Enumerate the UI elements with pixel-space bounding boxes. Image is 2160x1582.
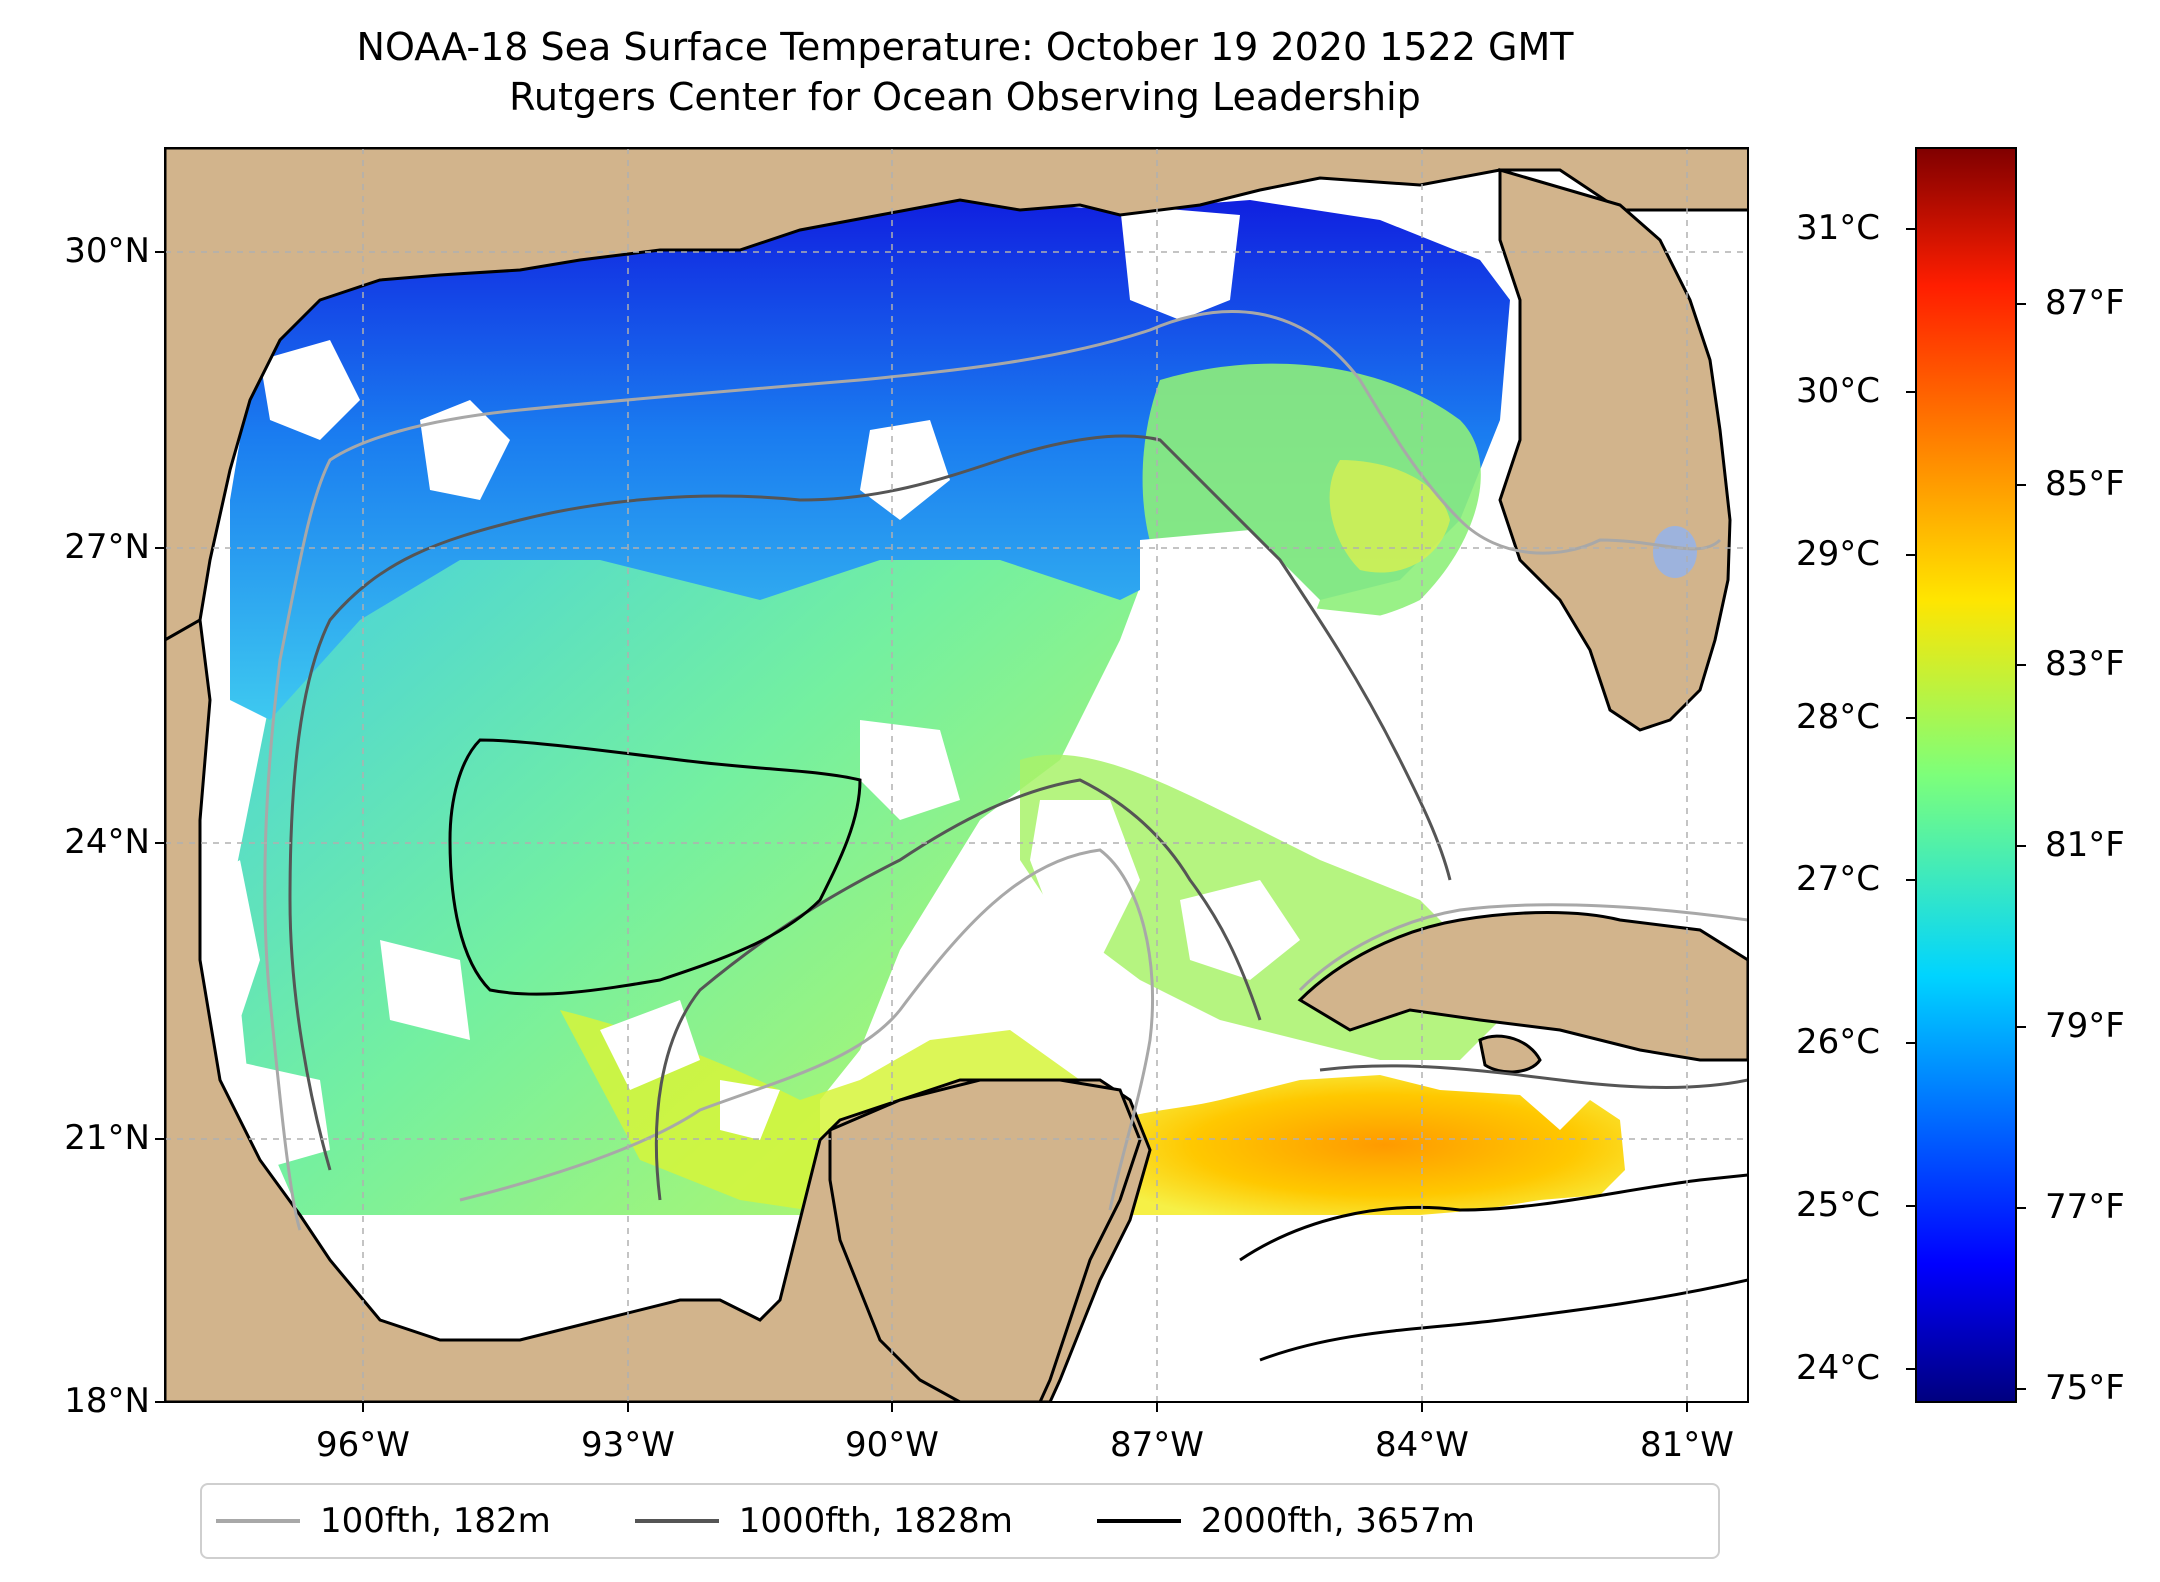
legend-label-100fth: 100fth, 182m: [320, 1501, 551, 1541]
lon-tick-90w: 90°W: [845, 1425, 939, 1465]
sst-field-northeast-warm: [1329, 460, 1450, 573]
map-area: [165, 148, 1748, 1402]
lat-tick-30n: 30°N: [64, 231, 150, 271]
colorbar: [1915, 147, 2017, 1403]
axis-ticks: [155, 251, 1688, 1412]
colorbar-f-79: 79°F: [2045, 1006, 2125, 1046]
colorbar-f-85: 85°F: [2045, 464, 2125, 504]
colorbar-f-87: 87°F: [2045, 283, 2125, 323]
land-yucatan: [828, 1078, 1142, 1402]
figure-title: NOAA-18 Sea Surface Temperature: October…: [0, 22, 1930, 122]
colorbar-c-28: 28°C: [1795, 697, 1880, 737]
lat-tick-18n: 18°N: [64, 1381, 150, 1421]
colorbar-c-31: 31°C: [1795, 208, 1880, 248]
colorbar-c-30: 30°C: [1795, 371, 1880, 411]
colorbar-ticks: [1906, 228, 2026, 1390]
colorbar-c-26: 26°C: [1795, 1022, 1880, 1062]
map-frame: [164, 147, 1749, 1403]
lake-okeechobee: [1653, 526, 1697, 578]
legend-label-2000fth: 2000fth, 3657m: [1200, 1501, 1475, 1541]
lat-tick-27n: 27°N: [64, 527, 150, 567]
contour-1000fth-cuba: [1319, 1064, 1748, 1089]
land-florida: [1498, 168, 1732, 732]
lon-tick-93w: 93°W: [581, 1425, 675, 1465]
lon-tick-87w: 87°W: [1110, 1425, 1204, 1465]
contour-2000fth: [448, 738, 862, 996]
bathymetry-contours: [263, 310, 1748, 1362]
colorbar-f-75: 75°F: [2045, 1368, 2125, 1408]
lon-tick-81w: 81°W: [1640, 1425, 1734, 1465]
colorbar-c-29: 29°C: [1795, 534, 1880, 574]
sst-field-caribbean: [1090, 1075, 1625, 1215]
legend-item-100fth: 100fth, 182m: [202, 1501, 551, 1541]
colorbar-c-27: 27°C: [1795, 859, 1880, 899]
contour-100fth-cuba: [1298, 903, 1748, 992]
gridlines: [165, 148, 1748, 1402]
legend: 100fth, 182m 1000fth, 1828m 2000fth, 365…: [200, 1483, 1720, 1559]
land-us-gulf-coast: [165, 148, 1748, 642]
land-cuba: [1297, 911, 1748, 1062]
colorbar-f-77: 77°F: [2045, 1187, 2125, 1227]
lat-tick-24n: 24°N: [64, 822, 150, 862]
legend-item-1000fth: 1000fth, 1828m: [621, 1501, 1013, 1541]
title-line-2: Rutgers Center for Ocean Observing Leade…: [509, 75, 1421, 119]
legend-label-1000fth: 1000fth, 1828m: [738, 1501, 1013, 1541]
legend-item-2000fth: 2000fth, 3657m: [1083, 1501, 1475, 1541]
colorbar-c-25: 25°C: [1795, 1185, 1880, 1225]
sst-field-central: [230, 380, 1180, 1215]
colorbar-f-81: 81°F: [2045, 825, 2125, 865]
lon-tick-84w: 84°W: [1375, 1425, 1469, 1465]
legend-swatch-2000fth: [1096, 1519, 1181, 1523]
contour-2000fth-carib-2: [1259, 1278, 1748, 1362]
legend-swatch-100fth: [216, 1519, 300, 1523]
lon-tick-96w: 96°W: [316, 1425, 410, 1465]
land-isla-juventud: [1478, 1034, 1542, 1074]
contour-1000fth: [288, 434, 1452, 1171]
landmass: [165, 148, 1748, 1402]
contour-1000fth-south: [654, 778, 1262, 1201]
lat-tick-21n: 21°N: [64, 1118, 150, 1158]
contour-2000fth-carib: [1239, 1173, 1748, 1262]
legend-swatch-1000fth: [634, 1519, 719, 1523]
contour-100fth-yucatan: [459, 848, 1154, 1211]
title-line-1: NOAA-18 Sea Surface Temperature: October…: [356, 25, 1574, 69]
contour-100fth: [263, 310, 1722, 1231]
colorbar-f-83: 83°F: [2045, 644, 2125, 684]
colorbar-c-24: 24°C: [1795, 1348, 1880, 1388]
